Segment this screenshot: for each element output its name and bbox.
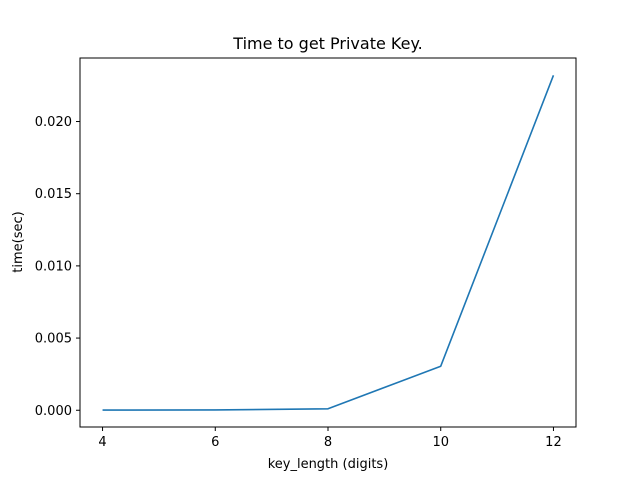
series-line — [102, 75, 555, 411]
x-axis-ticks: 4 6 8 10 12 — [98, 427, 562, 450]
plot-layer — [102, 75, 555, 411]
y-tick-label: 0.015 — [35, 187, 72, 202]
y-axis-ticks: 0.000 0.005 0.010 0.015 0.020 — [35, 115, 80, 419]
x-tick-label: 10 — [432, 435, 449, 450]
y-tick-label: 0.005 — [35, 332, 72, 347]
y-tick-label: 0.000 — [35, 404, 72, 419]
x-tick-label: 6 — [211, 435, 219, 450]
x-tick-label: 12 — [545, 435, 562, 450]
chart-title: Time to get Private Key. — [232, 34, 422, 53]
y-tick-label: 0.020 — [35, 115, 72, 130]
x-axis-label: key_length (digits) — [268, 457, 389, 472]
y-tick-label: 0.010 — [35, 259, 72, 274]
y-axis-label: time(sec) — [11, 211, 26, 272]
x-tick-label: 8 — [324, 435, 332, 450]
x-tick-label: 4 — [98, 435, 106, 450]
